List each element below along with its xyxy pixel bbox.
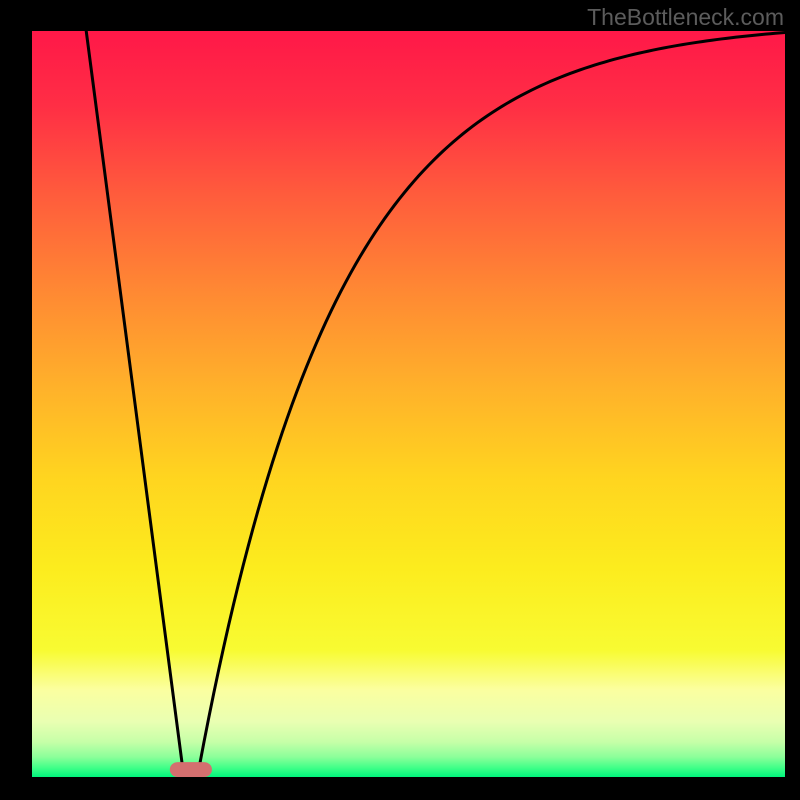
chart-container: TheBottleneck.com [0, 0, 800, 800]
bottleneck-chart [0, 0, 800, 800]
watermark-text: TheBottleneck.com [587, 4, 784, 31]
